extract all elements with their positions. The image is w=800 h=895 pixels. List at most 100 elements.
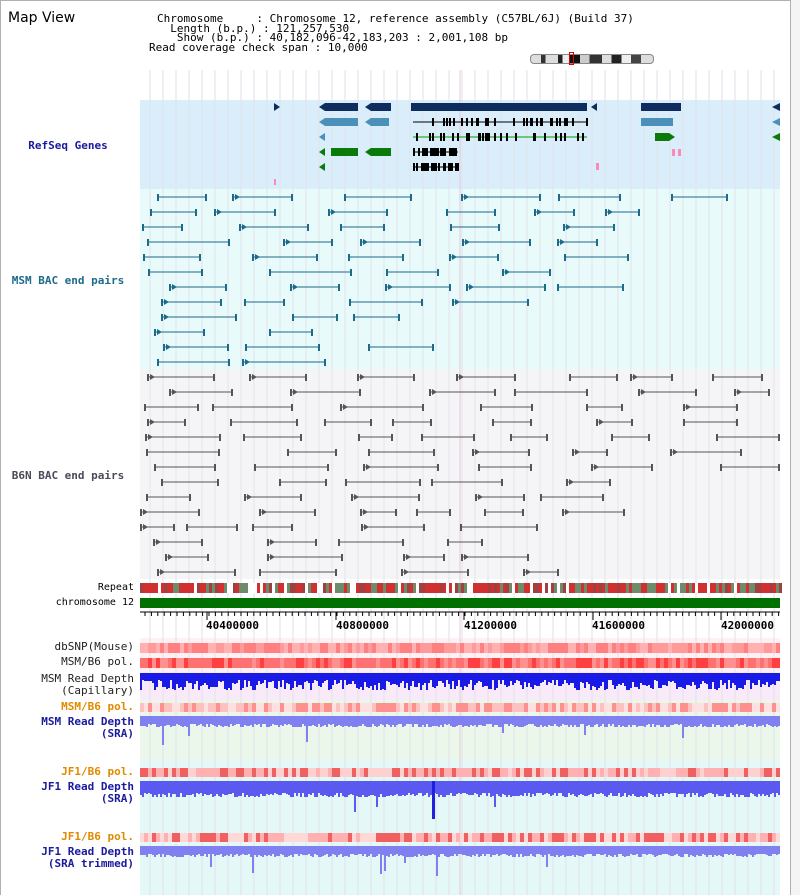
jf1-pol-bin-2 — [252, 833, 256, 842]
gene-exon-tick — [487, 118, 489, 126]
jf1-sra-depth-bar — [774, 781, 776, 797]
msm-sra-depth-bar — [188, 716, 190, 736]
jf1-pol-bin-2 — [388, 833, 392, 842]
jf1-sra-depth-bar — [702, 781, 704, 797]
msm-cap-depth-bar — [256, 673, 258, 685]
msm-pol-bin — [152, 658, 156, 668]
msm-cap-depth-bar — [424, 673, 426, 683]
msm-cap-depth-bar — [660, 673, 662, 688]
msm-sra-depth-bar — [592, 716, 594, 727]
msm-sra-depth-bar — [384, 716, 386, 727]
b6n-bac-pair-end — [540, 494, 542, 501]
b6n-bac-pair-end — [259, 569, 261, 576]
jf1-pol-bin — [500, 768, 504, 777]
jf1-pol-bin-2 — [472, 833, 476, 842]
dbsnp-bin — [364, 643, 368, 653]
jf1-trim-depth-bar — [328, 846, 330, 857]
b6n-bac-label[interactable]: B6N BAC end pairs — [11, 469, 125, 482]
jf1-sra-depth-bar — [644, 781, 646, 796]
msm-bac-pair-end — [573, 209, 575, 216]
repeat-segment — [317, 583, 320, 593]
b6n-bac-pair-end — [357, 374, 359, 381]
jf1-trim-depth-bar — [158, 846, 160, 854]
msm-cap-depth-bar — [512, 673, 514, 685]
msm-cap-depth-bar — [420, 673, 422, 690]
msm-sra-depth-bar — [248, 716, 250, 726]
jf1-trim-depth-bar — [486, 846, 488, 854]
jf1-pol-bin-2 — [384, 833, 388, 842]
msm-bac-label[interactable]: MSM BAC end pairs — [11, 274, 125, 287]
jf1-sra-depth-bar — [256, 781, 258, 796]
b6n-bac-pair-end — [145, 434, 147, 441]
chromosome-ideogram[interactable] — [530, 54, 654, 64]
msm-cap-depth-bar — [628, 673, 630, 690]
msm-cap-depth-bar — [666, 673, 668, 686]
jf1-sra-depth-bar — [564, 781, 566, 797]
info-show-row: Show (b.p.) : 40,182,096-42,183,203 : 2,… — [157, 31, 509, 44]
msm-sra-depth-bar — [624, 716, 626, 727]
refseq-genes-label[interactable]: RefSeq Genes — [28, 139, 108, 152]
msm-sra-depth-bar — [618, 716, 620, 725]
msm-sra-depth-bar — [372, 716, 374, 724]
gene-exon-tick — [413, 148, 415, 156]
dbsnp-bin — [576, 643, 580, 653]
msm-cap-depth-bar — [480, 673, 482, 682]
jf1-trim-depth-bar — [628, 846, 630, 856]
jf1-trim-depth-bar — [692, 846, 694, 856]
msm-sra-depth-bar — [696, 716, 698, 727]
msm-sra-depth-bar — [200, 716, 202, 724]
jf1-pol-bin-2 — [244, 833, 248, 842]
msm-pol-bin — [456, 658, 460, 668]
b6n-bac-pair-end — [530, 464, 532, 471]
msm-sra-depth-bar — [582, 716, 584, 724]
jf1-trim-depth-bar — [712, 846, 714, 857]
msm-bac-pair-end — [143, 254, 145, 261]
msm-cap-depth-bar — [334, 673, 336, 680]
msm-cap-depth-bar — [198, 673, 200, 690]
gene-exon-tick — [544, 133, 546, 141]
repeat-segment — [629, 583, 632, 593]
jf1-pol-bin — [560, 768, 564, 777]
msm-bac-pair-end — [148, 269, 150, 276]
gene-exon-tick — [418, 148, 420, 156]
jf1-pol-bin — [340, 768, 344, 777]
b6n-bac-pair-end — [631, 419, 633, 426]
msm-sra-depth-bar — [638, 716, 640, 726]
dbsnp-bin — [700, 643, 704, 653]
gene-exon-tick — [468, 133, 470, 141]
gene-exon-tick — [432, 118, 434, 126]
jf1-trim-depth-bar — [606, 846, 608, 857]
msm-cap-depth-bar — [474, 673, 476, 685]
msm-sra-depth-bar — [350, 716, 352, 726]
jf1-pol-bin — [148, 768, 152, 777]
msm-pol-bin-2 — [328, 703, 332, 712]
msm-sra-depth-bar — [532, 716, 534, 724]
right-scroll-strip[interactable] — [790, 0, 800, 895]
b6n-bac-pair-arrow — [464, 554, 469, 560]
jf1-pol-bin — [324, 768, 328, 777]
repeat-segment — [587, 583, 590, 593]
repeat-segment — [440, 583, 443, 593]
repeat-segment — [470, 583, 473, 593]
msm-pol-bin-2 — [160, 703, 164, 712]
jf1-trim-depth-bar — [364, 846, 366, 854]
msm-pol-bin-2 — [248, 703, 252, 712]
repeat-segment — [185, 583, 188, 593]
msm-sra-depth-bar — [514, 716, 516, 727]
msm-bac-pair-end — [398, 314, 400, 321]
jf1-pol-bin — [540, 768, 544, 777]
jf1-sra-depth-bar — [532, 781, 534, 794]
b6n-bac-pair-arrow — [459, 374, 464, 380]
jf1-sra-depth-bar — [750, 781, 752, 793]
gene-arrow — [591, 103, 597, 111]
b6n-bac-pair-end — [413, 374, 415, 381]
msm-sra-depth-bar — [744, 716, 746, 724]
msm-sra-depth-bar — [524, 716, 526, 726]
msm-cap-depth-bar — [244, 673, 246, 680]
msm-cap-depth-bar — [224, 673, 226, 689]
msm-cap-depth-bar — [264, 673, 266, 680]
msm-sra-depth-bar — [722, 716, 724, 727]
repeat-segment — [335, 583, 338, 593]
msm-bac-pair-end — [671, 194, 673, 201]
